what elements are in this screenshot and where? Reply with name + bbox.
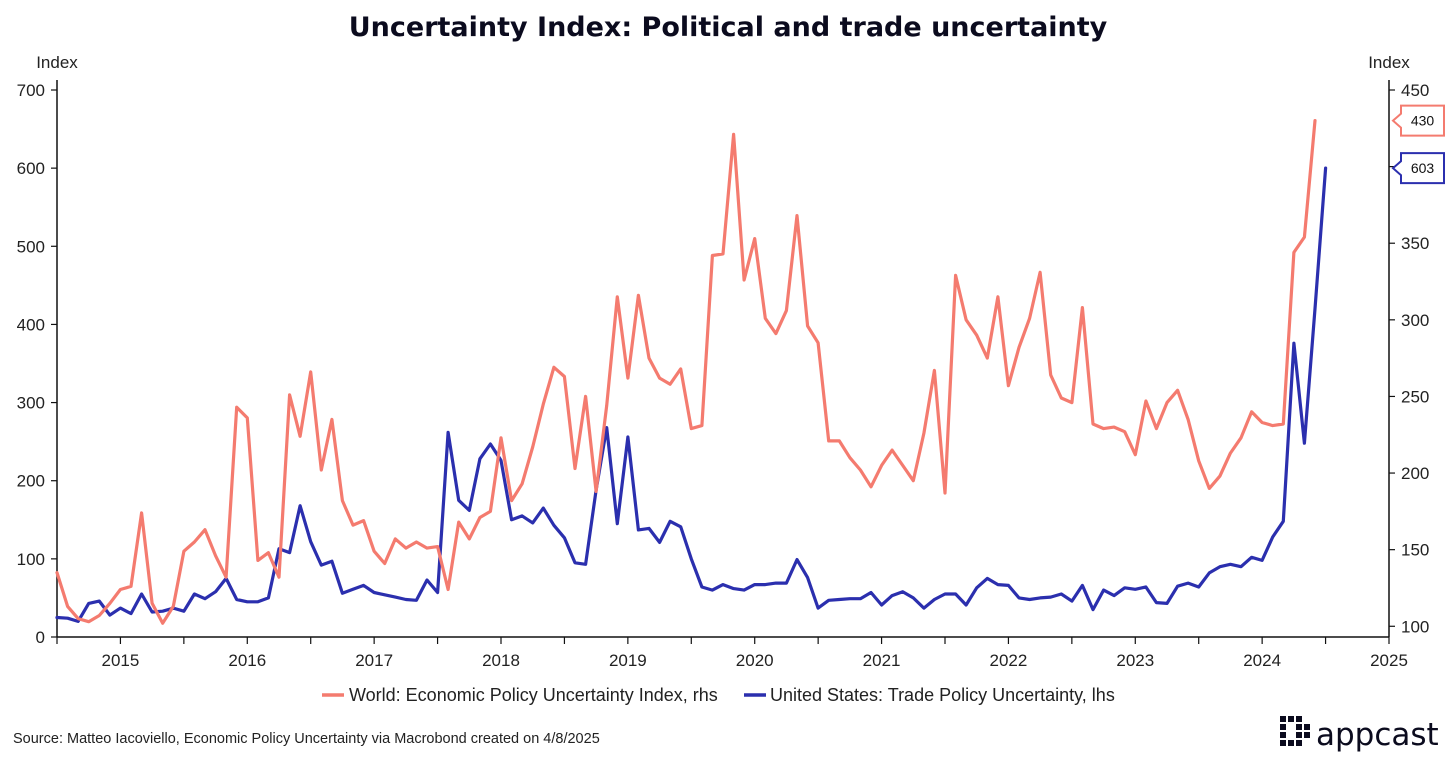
- source-note: Source: Matteo Iacoviello, Economic Poli…: [13, 731, 600, 747]
- x-tick-label: 2021: [863, 651, 901, 670]
- left-y-tick-label: 300: [17, 394, 45, 413]
- callout-box: [1391, 104, 1445, 137]
- left-y-tick-label: 100: [17, 550, 45, 569]
- x-tick-label: 2024: [1243, 651, 1281, 670]
- x-tick-label: 2016: [228, 651, 266, 670]
- chart-title: Uncertainty Index: Political and trade u…: [349, 12, 1108, 43]
- series-layer: [55, 118, 1328, 625]
- axes: 0 100 200 300 400 500 600 700 100 150 200 250 300 350…: [17, 80, 1429, 670]
- right-axis-unit-label: Index: [1368, 53, 1410, 72]
- left-y-tick-label: 600: [17, 159, 45, 178]
- left-y-tick-label: 200: [17, 472, 45, 491]
- right-y-tick-label: 250: [1401, 387, 1429, 406]
- right-y-tick-label: 150: [1401, 541, 1429, 560]
- x-tick-label: 2017: [355, 651, 393, 670]
- series-line-world-epu: [55, 118, 1317, 625]
- left-y-tick-label: 500: [17, 237, 45, 256]
- x-tick-label: 2018: [482, 651, 520, 670]
- left-axis-unit-label: Index: [36, 53, 78, 72]
- end-value-callout-world-epu: 430: [1391, 104, 1445, 137]
- appcast-logo: appcast: [1280, 716, 1439, 753]
- callout-value: 430: [1411, 113, 1435, 129]
- callout-box: [1391, 152, 1445, 185]
- end-value-callout-us-trade-policy: 603: [1391, 152, 1445, 185]
- legend: World: Economic Policy Uncertainty Index…: [322, 685, 1115, 705]
- legend-label-world-epu: World: Economic Policy Uncertainty Index…: [349, 685, 718, 705]
- right-y-tick-label: 100: [1401, 617, 1429, 636]
- right-y-tick-label: 300: [1401, 311, 1429, 330]
- x-tick-label: 2015: [102, 651, 140, 670]
- x-tick-label: 2025: [1370, 651, 1408, 670]
- x-tick-label: 2023: [1116, 651, 1154, 670]
- right-y-tick-label: 450: [1401, 81, 1429, 100]
- series-line-us-trade-policy: [55, 166, 1328, 624]
- x-tick-label: 2019: [609, 651, 647, 670]
- left-y-tick-label: 400: [17, 315, 45, 334]
- left-y-tick-label: 0: [36, 628, 45, 647]
- right-y-tick-label: 200: [1401, 464, 1429, 483]
- callout-layer: 430 603: [1391, 104, 1445, 185]
- callout-value: 603: [1411, 160, 1435, 176]
- legend-label-us-trade-policy: United States: Trade Policy Uncertainty,…: [770, 685, 1115, 705]
- x-tick-label: 2022: [990, 651, 1028, 670]
- x-tick-label: 2020: [736, 651, 774, 670]
- left-y-tick-label: 700: [17, 81, 45, 100]
- appcast-logo-text: appcast: [1316, 717, 1439, 753]
- appcast-logo-mark: [1280, 716, 1310, 746]
- right-y-tick-label: 350: [1401, 234, 1429, 253]
